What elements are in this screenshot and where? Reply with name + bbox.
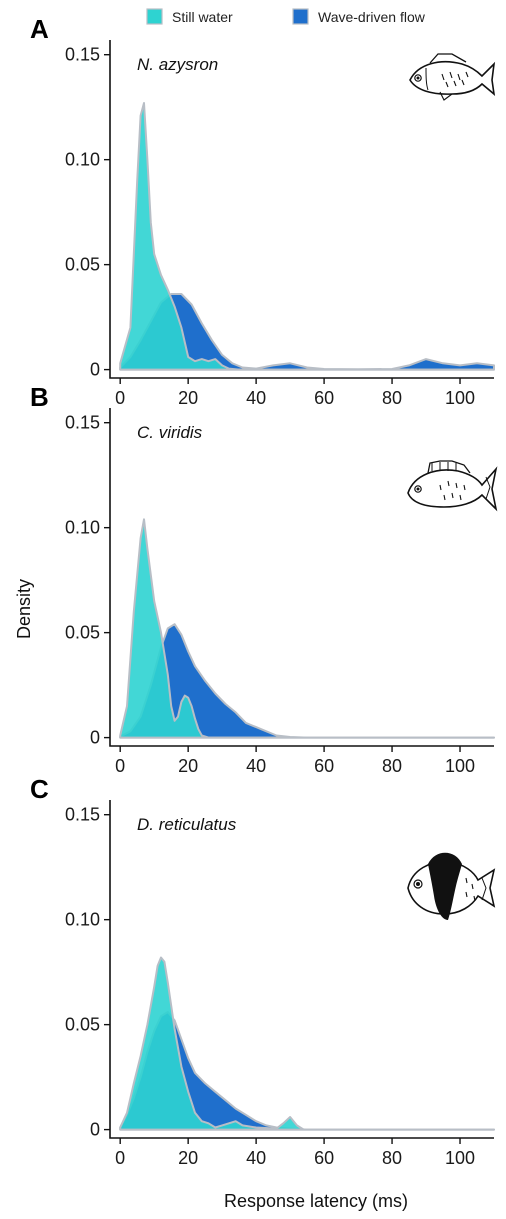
y-tick-label: 0 (90, 728, 100, 748)
legend-label-wave: Wave-driven flow (318, 9, 426, 25)
x-tick-label: 80 (382, 756, 402, 776)
x-tick-label: 60 (314, 756, 334, 776)
fish-icon (407, 460, 498, 512)
x-tick-label: 0 (115, 756, 125, 776)
panel-letter: B (30, 382, 49, 412)
x-tick-label: 0 (115, 1148, 125, 1168)
panel-a: A N. azysron 0 0.05 0.10 0.15 0 20 40 60 80 100 (30, 14, 495, 408)
y-axis-title: Density (14, 579, 34, 639)
density-area-still (119, 518, 495, 739)
fish-icon (407, 852, 496, 920)
x-tick-label: 60 (314, 1148, 334, 1168)
x-axis-title: Response latency (ms) (224, 1191, 408, 1211)
panel-letter: C (30, 774, 49, 804)
y-tick-label: 0 (90, 1120, 100, 1140)
y-tick-label: 0.15 (65, 413, 100, 433)
axis-lines (109, 408, 494, 747)
y-tick-label: 0.05 (65, 623, 100, 643)
density-area-still (119, 956, 495, 1131)
panel-letter: A (30, 14, 49, 44)
x-tick-label: 100 (445, 388, 475, 408)
axis-lines (109, 40, 494, 379)
y-tick-label: 0.05 (65, 255, 100, 275)
x-tick-label: 60 (314, 388, 334, 408)
species-name: C. viridis (137, 423, 203, 442)
x-tick-label: 40 (246, 1148, 266, 1168)
x-tick-label: 80 (382, 1148, 402, 1168)
y-tick-label: 0.10 (65, 910, 100, 930)
x-tick-label: 0 (115, 388, 125, 408)
panel-b: B C. viridis 0 0.05 0.10 0.15 0 20 40 60 80 100 (30, 382, 495, 776)
density-area-still (119, 102, 495, 371)
x-tick-label: 40 (246, 756, 266, 776)
species-name: D. reticulatus (137, 815, 237, 834)
species-name: N. azysron (137, 55, 218, 74)
legend-swatch-wave (292, 8, 309, 25)
x-tick-label: 100 (445, 1148, 475, 1168)
x-tick-label: 80 (382, 388, 402, 408)
axis-lines (109, 800, 494, 1139)
fish-icon (409, 53, 496, 101)
x-tick-label: 100 (445, 756, 475, 776)
legend: Still water Wave-driven flow (146, 8, 426, 25)
y-tick-label: 0.15 (65, 45, 100, 65)
y-tick-label: 0.15 (65, 805, 100, 825)
x-tick-label: 40 (246, 388, 266, 408)
y-tick-label: 0.10 (65, 150, 100, 170)
legend-swatch-still (146, 8, 163, 25)
x-tick-label: 20 (178, 388, 198, 408)
y-tick-label: 0.10 (65, 518, 100, 538)
legend-label-still: Still water (172, 9, 233, 25)
x-tick-label: 20 (178, 756, 198, 776)
x-tick-label: 20 (178, 1148, 198, 1168)
y-tick-label: 0.05 (65, 1015, 100, 1035)
y-tick-label: 0 (90, 360, 100, 380)
panel-c: C D. reticulatus 0 0.05 0.10 0.15 0 20 40 60 80 100 (30, 774, 495, 1168)
